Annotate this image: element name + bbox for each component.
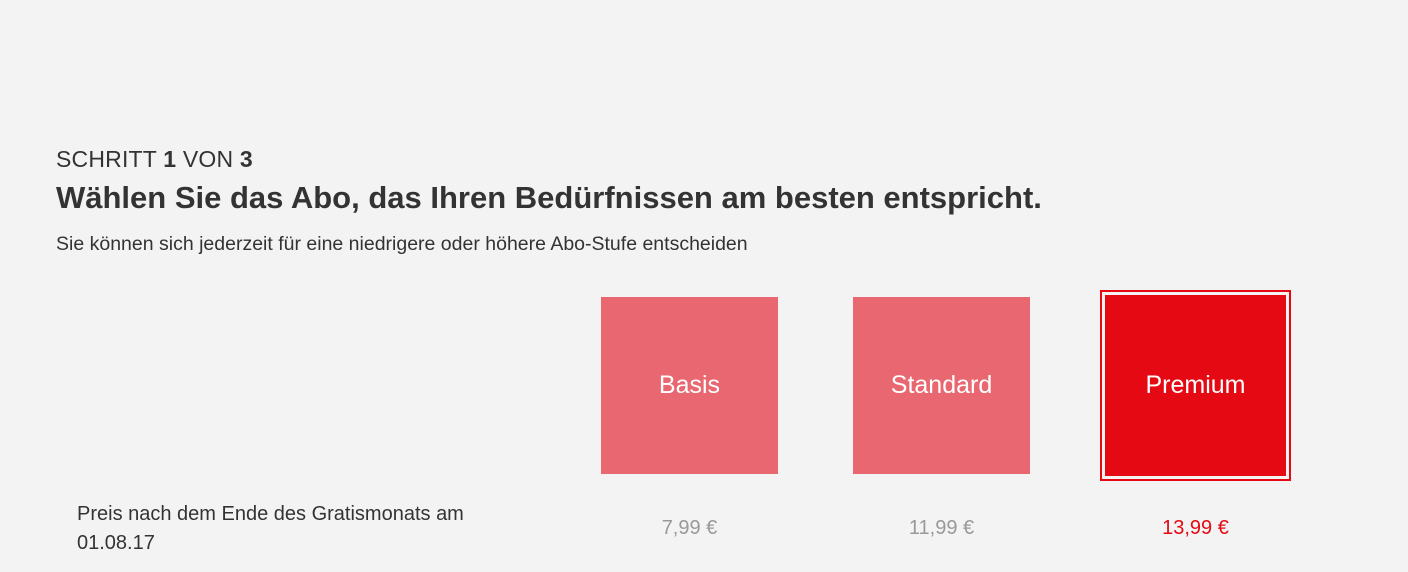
page-subtitle: Sie können sich jederzeit für eine niedr… bbox=[56, 233, 748, 255]
step-of: VON bbox=[182, 146, 234, 172]
plan-premium-button[interactable]: Premium bbox=[1105, 295, 1286, 476]
step-total: 3 bbox=[239, 146, 253, 172]
price-premium: 13,99 € bbox=[1162, 517, 1229, 539]
plan-header: SCHRITT 1 VON 3 Wählen Sie das Abo, das … bbox=[56, 144, 1042, 258]
plan-standard-label: Standard bbox=[890, 371, 993, 399]
plan-basis-button[interactable]: Basis bbox=[601, 297, 778, 474]
page-title: Wählen Sie das Abo, das Ihren Bedürfniss… bbox=[56, 180, 1042, 215]
step-word: SCHRITT bbox=[56, 146, 157, 172]
step-current: 1 bbox=[163, 146, 177, 172]
plan-basis-label: Basis bbox=[658, 371, 721, 399]
price-basis: 7,99 € bbox=[661, 517, 718, 539]
plan-premium-selected-outline[interactable] bbox=[1100, 290, 1291, 481]
plan-standard-button[interactable]: Standard bbox=[853, 297, 1030, 474]
plan-premium-label: Premium bbox=[1145, 371, 1246, 399]
price-row-label: Preis nach dem Ende des Gratismonats am … bbox=[77, 503, 464, 554]
price-standard: 11,99 € bbox=[908, 517, 975, 539]
step-indicator: SCHRITT 1 VON 3 bbox=[56, 144, 1042, 174]
